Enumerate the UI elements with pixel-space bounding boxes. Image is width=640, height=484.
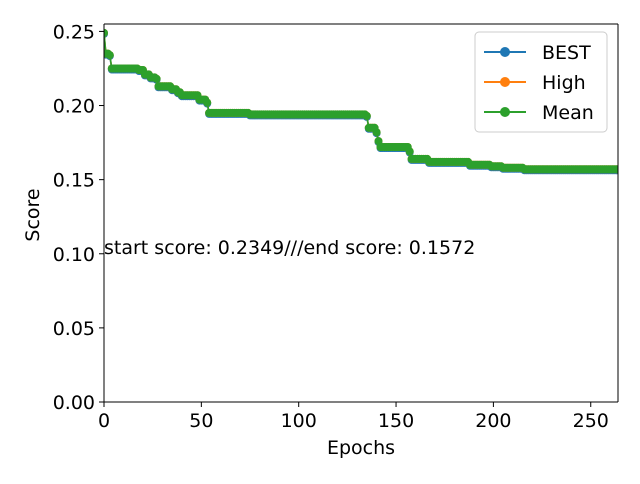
legend-marker bbox=[500, 77, 510, 87]
legend-marker bbox=[500, 107, 510, 117]
legend-label: High bbox=[542, 72, 586, 94]
x-tick-label: 200 bbox=[475, 410, 511, 432]
y-tick-label: 0.00 bbox=[53, 392, 95, 414]
y-tick-label: 0.15 bbox=[53, 170, 95, 192]
x-tick-label: 150 bbox=[378, 410, 414, 432]
y-tick-label: 0.05 bbox=[53, 318, 95, 340]
data-point bbox=[104, 28, 108, 37]
legend-box bbox=[474, 31, 608, 133]
data-point bbox=[372, 128, 381, 137]
plot-area bbox=[104, 28, 618, 175]
x-axis-label: Epochs bbox=[327, 437, 395, 459]
legend-label: Mean bbox=[542, 102, 594, 124]
x-tick-label: 0 bbox=[98, 410, 110, 432]
y-axis-label: Score bbox=[22, 188, 44, 241]
chart-annotation: start score: 0.2349///end score: 0.1572 bbox=[104, 237, 475, 259]
y-tick-label: 0.20 bbox=[53, 96, 95, 118]
legend-entry-mean: Mean bbox=[484, 102, 594, 124]
y-tick-label: 0.25 bbox=[53, 21, 95, 43]
data-point bbox=[405, 147, 414, 156]
series-mean bbox=[104, 28, 618, 174]
legend-entry-high: High bbox=[484, 72, 586, 94]
data-point bbox=[203, 98, 212, 107]
x-tick-label: 250 bbox=[573, 410, 609, 432]
legend-marker bbox=[500, 47, 510, 57]
series-layer bbox=[104, 28, 618, 175]
y-tick-label: 0.10 bbox=[53, 244, 95, 266]
axes-layer: 0 50 100 150 200 250 0.00 0.05 0.10 0.15 0.20 0.25 bbox=[53, 21, 619, 432]
data-point bbox=[152, 74, 161, 83]
legend: BEST High Mean bbox=[474, 31, 608, 133]
legend-label: BEST bbox=[542, 42, 591, 64]
x-tick-label: 50 bbox=[189, 410, 213, 432]
data-point bbox=[105, 51, 114, 60]
data-point bbox=[362, 111, 371, 120]
x-tick-label: 100 bbox=[281, 410, 317, 432]
legend-entry-best: BEST bbox=[484, 42, 591, 64]
data-point bbox=[614, 165, 618, 174]
